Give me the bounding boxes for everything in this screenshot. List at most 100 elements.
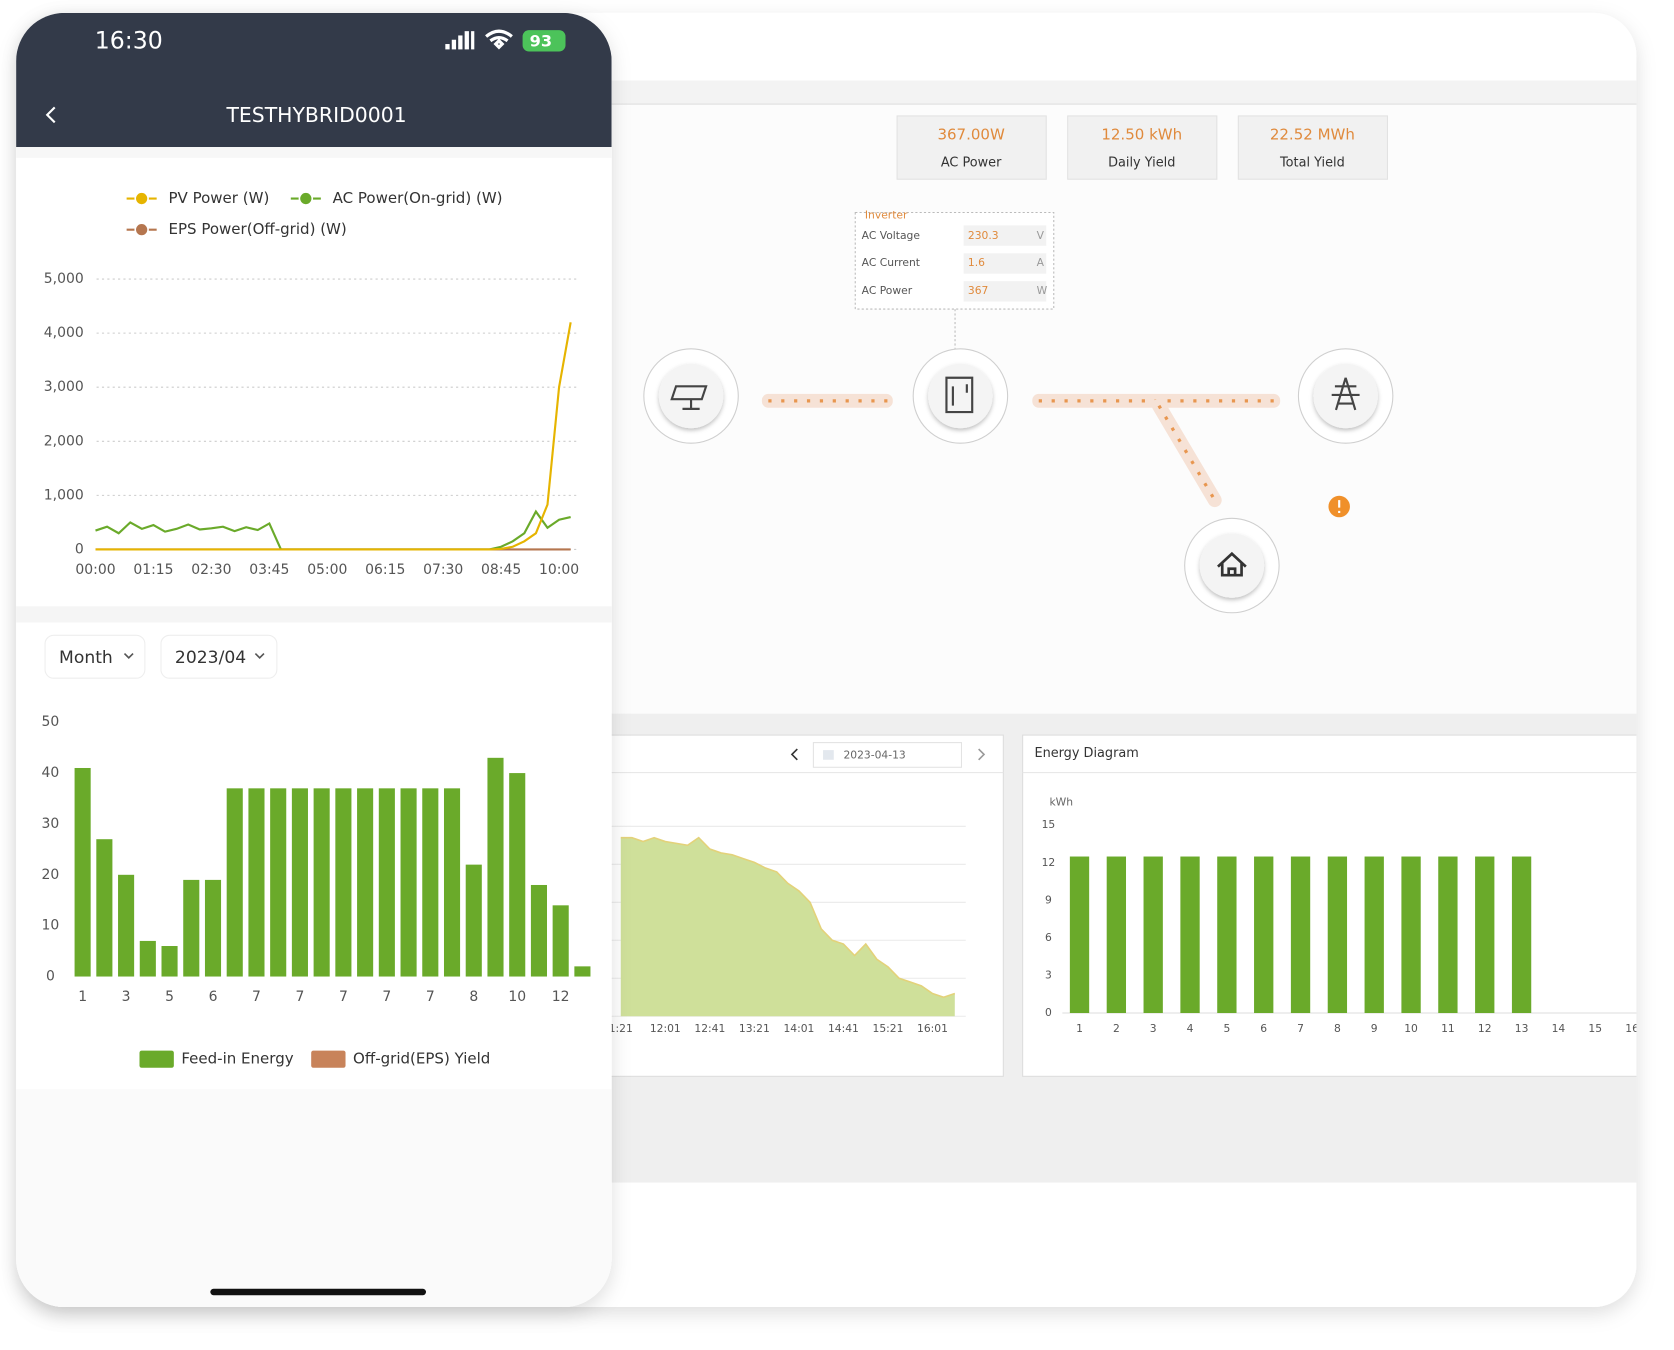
x-tick-label: 10	[508, 989, 526, 1005]
prev-button[interactable]	[790, 748, 798, 761]
x-tick-label: 1	[78, 989, 87, 1005]
bar	[443, 788, 461, 977]
chevron	[123, 652, 134, 659]
wifi-icon	[485, 29, 513, 50]
bar	[1106, 856, 1127, 1014]
bar	[313, 788, 330, 977]
field	[963, 253, 1047, 274]
kpi-card	[1067, 115, 1218, 180]
energy-bar-chart: 0 10 20 30 40 50 1 3 5 6 7 7 7 7 7 8 10 12 Feed-in Energy O…	[42, 714, 591, 1068]
kpi-card	[896, 115, 1047, 180]
home-node	[1184, 517, 1280, 614]
x-tick-label: 7	[252, 989, 261, 1005]
y-tick-label: 3	[1045, 968, 1052, 981]
period-text: Month	[59, 648, 113, 668]
y-tick-label: 20	[42, 867, 60, 883]
legend-marker	[134, 191, 149, 206]
bar	[509, 773, 526, 977]
flow-area	[600, 105, 1637, 714]
power-flow	[643, 348, 1394, 614]
x-tick-label: 3	[122, 989, 131, 1005]
kpi-label: AC Power	[941, 156, 1002, 171]
gap	[16, 147, 612, 158]
y-tick-label: 50	[42, 714, 60, 730]
bar	[139, 940, 156, 977]
x-tick-label: 7	[339, 989, 348, 1005]
flow-bar	[761, 393, 893, 408]
bar	[96, 839, 113, 977]
x-tick-label: 9	[1371, 1022, 1378, 1035]
period-select[interactable]	[44, 634, 146, 679]
node	[658, 363, 724, 429]
x-tick-label: 3	[1150, 1022, 1157, 1035]
bar	[1327, 856, 1348, 1014]
bar	[161, 946, 178, 977]
legend-swatch	[311, 1050, 346, 1068]
bar	[226, 788, 243, 977]
legend-marker	[134, 222, 149, 237]
node	[1199, 533, 1265, 598]
field-label: AC Voltage	[862, 229, 921, 242]
x-tick-label: 06:15	[365, 562, 405, 578]
x-tick-label: 07:30	[423, 562, 463, 578]
kpi-label: Total Yield	[1279, 156, 1345, 171]
x-tick-label: 7	[382, 989, 391, 1005]
field	[963, 225, 1047, 246]
bar	[1254, 856, 1274, 1014]
bar	[1217, 856, 1237, 1014]
battery-icon	[522, 30, 566, 52]
dashboard: 367.00W AC Power 12.50 kWh Daily Yield 2…	[600, 80, 1637, 1183]
bar	[1069, 856, 1090, 1014]
bar	[183, 879, 200, 977]
power-chart: 1:21 12:01 12:41 13:21 14:01 14:41 15:21 16:01	[609, 825, 966, 1035]
solar-icon	[670, 385, 708, 410]
x-tick-label: 2	[1113, 1022, 1120, 1035]
field-value: 367	[968, 284, 988, 297]
chevron	[254, 652, 265, 659]
kpi-card	[1237, 115, 1389, 180]
bar	[74, 767, 91, 977]
y-tick-label: 9	[1045, 893, 1052, 906]
x-tick-label: 12:41	[694, 1022, 725, 1035]
home-icon	[1217, 551, 1247, 577]
y-tick-label: 5,000	[44, 271, 84, 287]
bar	[552, 905, 569, 977]
area-edge	[620, 836, 956, 999]
legend-label: Feed-in Energy	[181, 1050, 293, 1068]
bar	[1401, 856, 1421, 1014]
y-tick-label: 15	[1042, 818, 1056, 831]
y-tick-label: 3,000	[44, 379, 84, 395]
x-tick-label: 00:00	[75, 562, 115, 578]
field-value: 230.3	[968, 229, 999, 242]
x-tick-label: 08:45	[481, 562, 521, 578]
y-tick-label: 40	[42, 765, 60, 781]
bar	[422, 788, 439, 977]
back-button[interactable]	[45, 106, 56, 124]
y-tick-label: 30	[42, 816, 60, 832]
x-tick-label: 5	[1223, 1022, 1230, 1035]
x-tick-label: 10:00	[539, 562, 579, 578]
flow-arrows	[1157, 404, 1217, 501]
bar	[487, 757, 504, 977]
top-bar	[600, 80, 1637, 105]
x-tick-label: 01:15	[133, 562, 173, 578]
x-tick-label: 7	[295, 989, 304, 1005]
legend-label: EPS Power(Off-grid) (W)	[168, 220, 346, 238]
x-tick-label: 8	[1334, 1022, 1341, 1035]
legend-label: PV Power (W)	[168, 189, 269, 207]
next-button[interactable]	[978, 748, 986, 761]
bar	[574, 966, 591, 977]
x-tick-label: 10	[1404, 1022, 1418, 1035]
bar	[1143, 856, 1163, 1014]
card-title: Energy Diagram	[1034, 746, 1138, 761]
phone: 16:30 93 TESTHYBRID0001 0 1,000 2,000 3,000…	[16, 12, 612, 1308]
kpi-value: 12.50 kWh	[1101, 126, 1182, 144]
date-select[interactable]	[160, 634, 278, 679]
x-tick-label: 4	[1187, 1022, 1194, 1035]
tower-icon	[1331, 377, 1360, 411]
date-field[interactable]	[812, 742, 963, 768]
legend-label: Off-grid(EPS) Yield	[353, 1050, 490, 1068]
x-tick-label: 15:21	[873, 1022, 904, 1035]
calendar-icon	[823, 750, 834, 760]
